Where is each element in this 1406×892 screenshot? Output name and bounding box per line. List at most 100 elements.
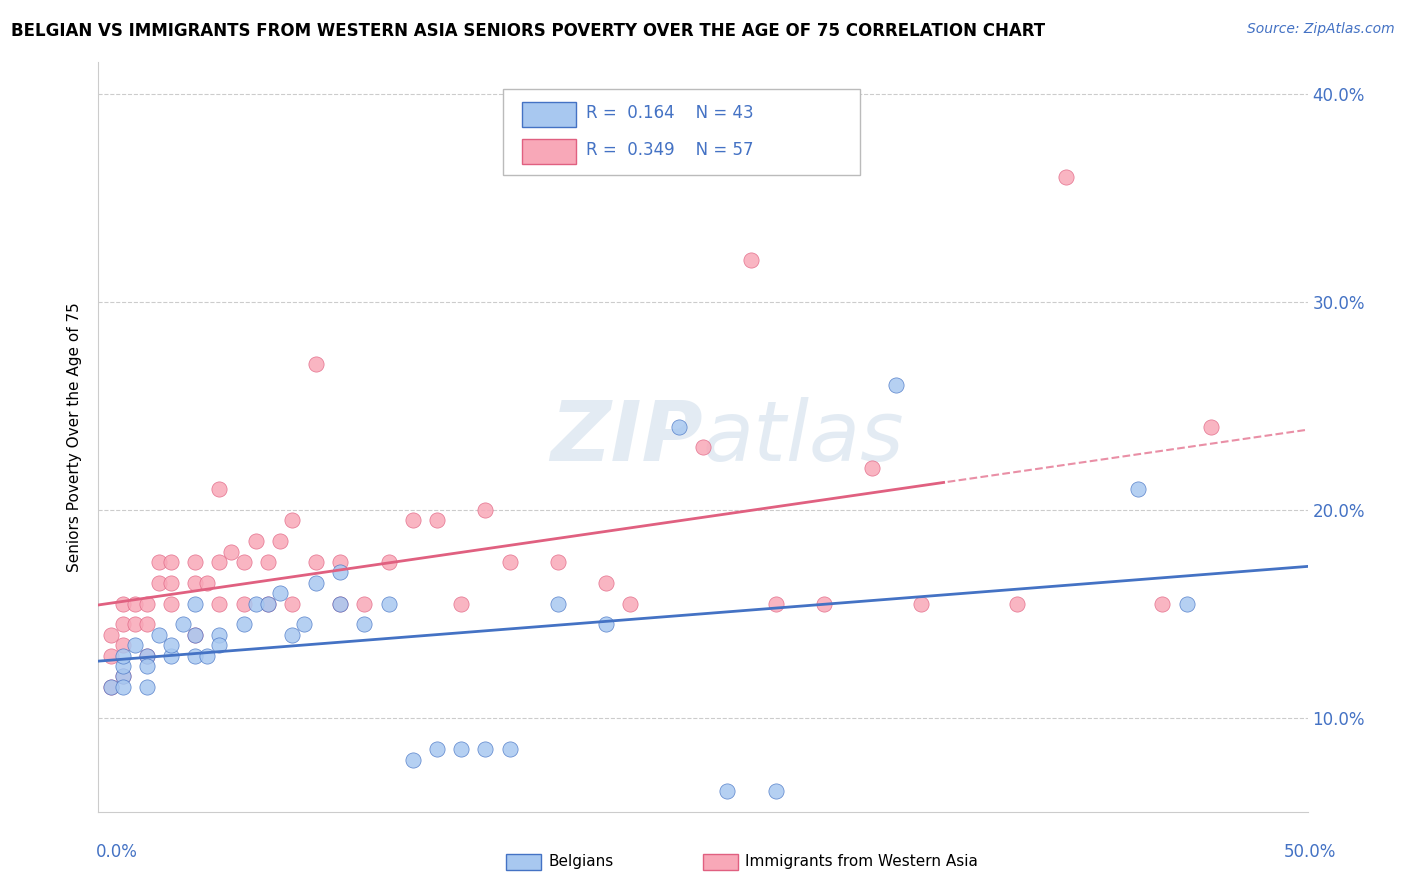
Text: ZIP: ZIP	[550, 397, 703, 477]
Point	[160, 638, 183, 652]
Point	[740, 253, 762, 268]
Point	[377, 555, 399, 569]
Point	[595, 575, 617, 590]
Point	[498, 742, 520, 756]
Point	[184, 597, 207, 611]
Point	[353, 617, 375, 632]
Point	[184, 628, 207, 642]
Point	[208, 555, 231, 569]
Point	[135, 597, 157, 611]
Point	[498, 555, 520, 569]
Point	[402, 753, 425, 767]
Point	[111, 680, 134, 694]
Point	[184, 575, 207, 590]
Point	[1152, 597, 1174, 611]
FancyBboxPatch shape	[503, 88, 860, 175]
Point	[160, 648, 183, 663]
Text: 50.0%: 50.0%	[1284, 843, 1336, 861]
Point	[281, 597, 304, 611]
Text: R =  0.164    N = 43: R = 0.164 N = 43	[586, 104, 754, 122]
Point	[184, 648, 207, 663]
Point	[305, 555, 328, 569]
Point	[100, 628, 122, 642]
Text: 0.0%: 0.0%	[96, 843, 138, 861]
Point	[111, 659, 134, 673]
Point	[329, 597, 352, 611]
Point	[135, 648, 157, 663]
Point	[426, 742, 449, 756]
Point	[100, 680, 122, 694]
Text: R =  0.349    N = 57: R = 0.349 N = 57	[586, 141, 754, 159]
Point	[148, 575, 170, 590]
Text: atlas: atlas	[703, 397, 904, 477]
Point	[232, 617, 254, 632]
Point	[377, 597, 399, 611]
Point	[208, 482, 231, 496]
Point	[184, 555, 207, 569]
Point	[1175, 597, 1198, 611]
Point	[124, 597, 146, 611]
Point	[281, 513, 304, 527]
Point	[619, 597, 641, 611]
Point	[329, 555, 352, 569]
Point	[184, 628, 207, 642]
Point	[813, 597, 835, 611]
Text: Source: ZipAtlas.com: Source: ZipAtlas.com	[1247, 22, 1395, 37]
Point	[135, 617, 157, 632]
Point	[305, 357, 328, 371]
Point	[100, 648, 122, 663]
Point	[450, 742, 472, 756]
Point	[245, 597, 267, 611]
Point	[595, 617, 617, 632]
Point	[195, 575, 218, 590]
Text: Immigrants from Western Asia: Immigrants from Western Asia	[745, 855, 979, 869]
Point	[124, 638, 146, 652]
Point	[281, 628, 304, 642]
Point	[148, 555, 170, 569]
Point	[124, 617, 146, 632]
Point	[547, 597, 569, 611]
Point	[1054, 169, 1077, 184]
Point	[111, 638, 134, 652]
Point	[135, 659, 157, 673]
Point	[402, 513, 425, 527]
Point	[245, 534, 267, 549]
Point	[135, 648, 157, 663]
Point	[111, 597, 134, 611]
Point	[547, 555, 569, 569]
Point	[1199, 419, 1222, 434]
Point	[111, 648, 134, 663]
Point	[208, 628, 231, 642]
Point	[860, 461, 883, 475]
Point	[474, 742, 496, 756]
Point	[765, 597, 787, 611]
Point	[160, 555, 183, 569]
Point	[100, 680, 122, 694]
Point	[474, 503, 496, 517]
Text: BELGIAN VS IMMIGRANTS FROM WESTERN ASIA SENIORS POVERTY OVER THE AGE OF 75 CORRE: BELGIAN VS IMMIGRANTS FROM WESTERN ASIA …	[11, 22, 1046, 40]
Point	[111, 669, 134, 683]
Point	[668, 419, 690, 434]
Point	[160, 575, 183, 590]
Point	[256, 597, 278, 611]
Point	[716, 784, 738, 798]
Bar	[522, 103, 576, 127]
Point	[135, 680, 157, 694]
Point	[195, 648, 218, 663]
Point	[208, 638, 231, 652]
Point	[305, 575, 328, 590]
Point	[692, 441, 714, 455]
Text: Belgians: Belgians	[548, 855, 613, 869]
Point	[256, 555, 278, 569]
Point	[329, 566, 352, 580]
Point	[910, 597, 932, 611]
Bar	[522, 139, 576, 163]
Point	[1007, 597, 1029, 611]
Point	[208, 597, 231, 611]
Point	[329, 597, 352, 611]
Point	[426, 513, 449, 527]
Point	[148, 628, 170, 642]
Point	[172, 617, 194, 632]
Point	[886, 378, 908, 392]
Y-axis label: Seniors Poverty Over the Age of 75: Seniors Poverty Over the Age of 75	[67, 302, 83, 572]
